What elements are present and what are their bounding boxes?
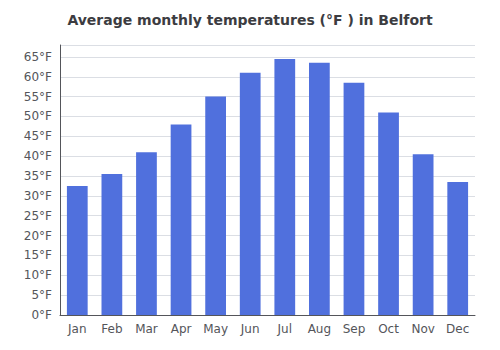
svg-text:55°F: 55°F [24, 90, 52, 104]
svg-text:Aug: Aug [308, 322, 331, 336]
svg-text:Jun: Jun [240, 322, 260, 336]
svg-text:Apr: Apr [171, 322, 192, 336]
svg-text:Sep: Sep [343, 322, 366, 336]
svg-text:0°F: 0°F [31, 308, 52, 322]
svg-text:Feb: Feb [101, 322, 122, 336]
svg-text:40°F: 40°F [24, 149, 52, 163]
svg-text:10°F: 10°F [24, 268, 52, 282]
svg-text:Dec: Dec [446, 322, 469, 336]
svg-text:Mar: Mar [135, 322, 158, 336]
svg-text:5°F: 5°F [31, 288, 52, 302]
svg-text:25°F: 25°F [24, 209, 52, 223]
svg-text:50°F: 50°F [24, 109, 52, 123]
svg-text:65°F: 65°F [24, 50, 52, 64]
svg-text:Average monthly temperatures (: Average monthly temperatures (°F ) in Be… [67, 12, 433, 28]
svg-text:20°F: 20°F [24, 229, 52, 243]
svg-text:60°F: 60°F [24, 70, 52, 84]
svg-text:May: May [203, 322, 228, 336]
svg-text:35°F: 35°F [24, 169, 52, 183]
svg-text:Jul: Jul [277, 322, 292, 336]
svg-text:Oct: Oct [378, 322, 399, 336]
svg-text:Jan: Jan [67, 322, 87, 336]
svg-text:Nov: Nov [411, 322, 434, 336]
svg-text:15°F: 15°F [24, 248, 52, 262]
svg-text:45°F: 45°F [24, 129, 52, 143]
svg-text:30°F: 30°F [24, 189, 52, 203]
